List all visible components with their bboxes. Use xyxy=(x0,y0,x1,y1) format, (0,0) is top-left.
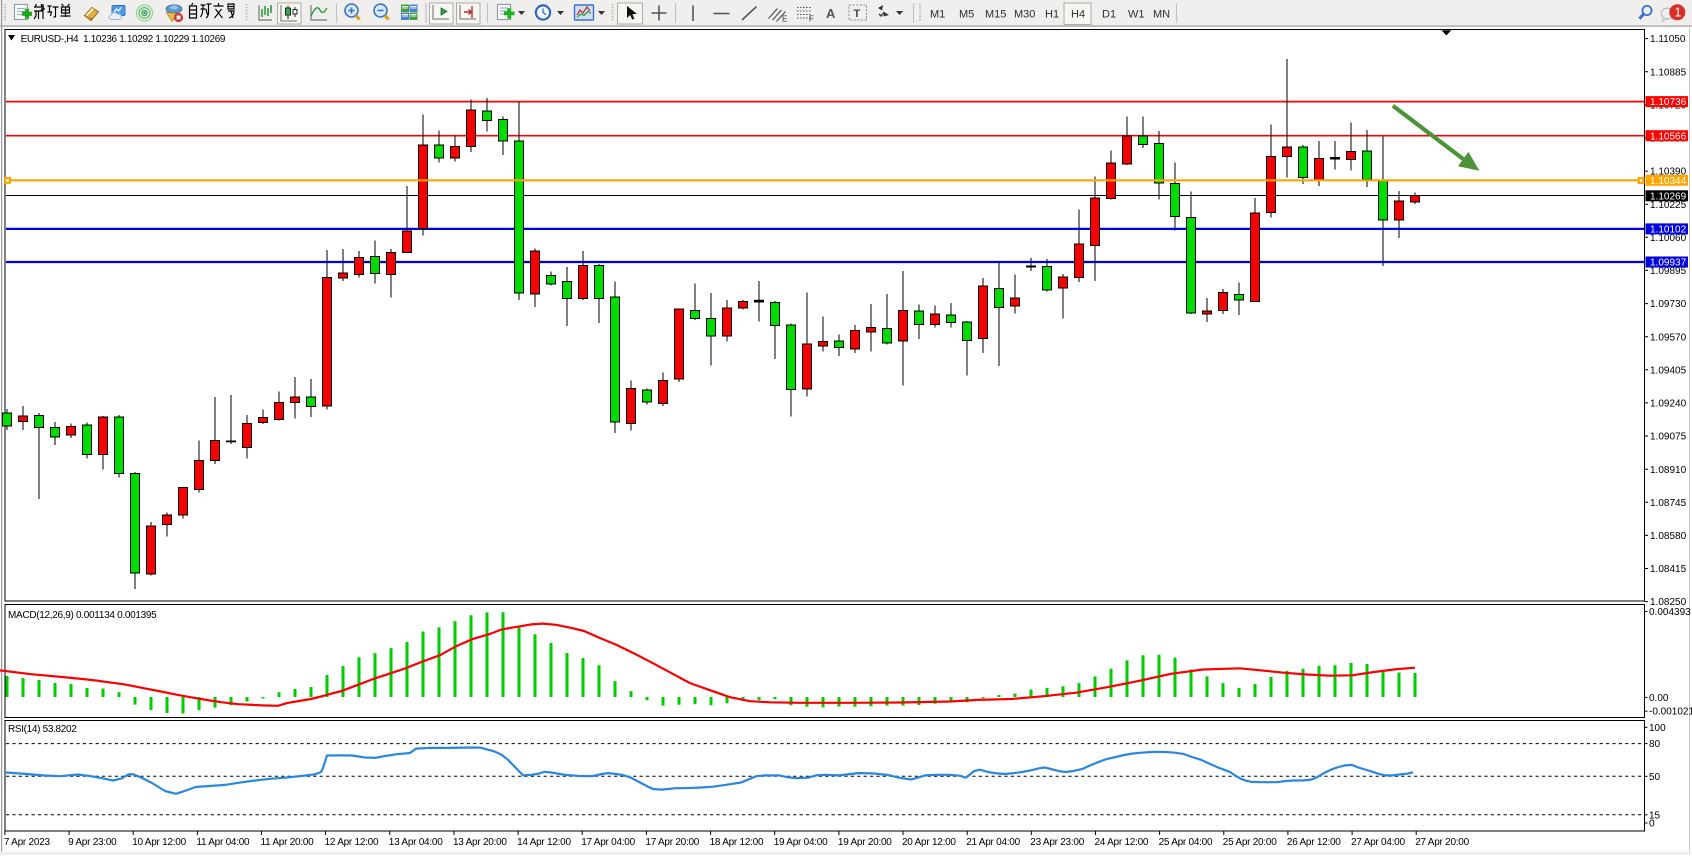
svg-text:1.10225: 1.10225 xyxy=(1650,200,1687,211)
svg-text:EURUSD-,H4 1.10236 1.10292 1.: EURUSD-,H4 1.10236 1.10292 1.10229 1.102… xyxy=(21,34,226,45)
svg-text:M5: M5 xyxy=(959,9,974,21)
svg-text:50: 50 xyxy=(1649,772,1661,783)
svg-text:25 Apr 20:00: 25 Apr 20:00 xyxy=(1223,837,1277,848)
svg-text:10 Apr 12:00: 10 Apr 12:00 xyxy=(132,837,186,848)
svg-text:A: A xyxy=(826,6,836,21)
svg-text:27 Apr 04:00: 27 Apr 04:00 xyxy=(1351,837,1405,848)
svg-text:20 Apr 12:00: 20 Apr 12:00 xyxy=(902,837,956,848)
svg-text:1.10736: 1.10736 xyxy=(1650,97,1687,108)
svg-text:1.10566: 1.10566 xyxy=(1650,131,1687,142)
svg-text:1.08250: 1.08250 xyxy=(1650,597,1687,608)
svg-text:25 Apr 04:00: 25 Apr 04:00 xyxy=(1159,837,1213,848)
svg-text:0.004393: 0.004393 xyxy=(1649,607,1691,618)
svg-text:H4: H4 xyxy=(1071,9,1085,21)
svg-text:80: 80 xyxy=(1649,739,1661,750)
svg-text:1.09730: 1.09730 xyxy=(1650,299,1687,310)
svg-text:1.10390: 1.10390 xyxy=(1650,167,1687,178)
svg-text:0.00: 0.00 xyxy=(1649,693,1669,704)
svg-text:E: E xyxy=(782,15,787,24)
svg-text:17 Apr 04:00: 17 Apr 04:00 xyxy=(581,837,635,848)
svg-text:1.10102: 1.10102 xyxy=(1650,225,1687,236)
svg-text:H1: H1 xyxy=(1045,9,1059,21)
svg-text:19 Apr 04:00: 19 Apr 04:00 xyxy=(774,837,828,848)
svg-text:W1: W1 xyxy=(1128,9,1145,21)
svg-text:1.10269: 1.10269 xyxy=(1650,191,1687,202)
svg-text:MACD(12,26,9) 0.001134 0.00139: MACD(12,26,9) 0.001134 0.001395 xyxy=(8,610,157,621)
svg-text:T: T xyxy=(854,8,861,20)
svg-text:18 Apr 12:00: 18 Apr 12:00 xyxy=(710,837,764,848)
svg-text:1.10060: 1.10060 xyxy=(1650,233,1687,244)
svg-text:15: 15 xyxy=(1649,810,1661,821)
svg-text:1.10885: 1.10885 xyxy=(1650,67,1687,78)
svg-text:1.08910: 1.08910 xyxy=(1650,465,1687,476)
svg-text:11 Apr 04:00: 11 Apr 04:00 xyxy=(196,837,250,848)
svg-text:1.09405: 1.09405 xyxy=(1650,365,1687,376)
svg-text:11 Apr 20:00: 11 Apr 20:00 xyxy=(261,837,315,848)
svg-text:12 Apr 12:00: 12 Apr 12:00 xyxy=(325,837,379,848)
svg-text:24 Apr 12:00: 24 Apr 12:00 xyxy=(1095,837,1149,848)
svg-text:13 Apr 04:00: 13 Apr 04:00 xyxy=(389,837,443,848)
svg-text:-0.001021: -0.001021 xyxy=(1649,707,1692,718)
svg-text:14 Apr 12:00: 14 Apr 12:00 xyxy=(517,837,571,848)
svg-text:1.09075: 1.09075 xyxy=(1650,432,1687,443)
svg-text:1.09240: 1.09240 xyxy=(1650,399,1687,410)
svg-text:19 Apr 20:00: 19 Apr 20:00 xyxy=(838,837,892,848)
svg-text:RSI(14) 53.8202: RSI(14) 53.8202 xyxy=(8,724,77,735)
svg-text:MN: MN xyxy=(1153,9,1170,21)
svg-text:0: 0 xyxy=(1649,819,1655,830)
svg-text:1.09937: 1.09937 xyxy=(1650,258,1687,269)
svg-text:M30: M30 xyxy=(1014,9,1035,21)
svg-text:1.09570: 1.09570 xyxy=(1650,332,1687,343)
svg-text:21 Apr 04:00: 21 Apr 04:00 xyxy=(966,837,1020,848)
svg-text:M15: M15 xyxy=(985,9,1006,21)
svg-text:F: F xyxy=(809,15,814,24)
svg-text:26 Apr 12:00: 26 Apr 12:00 xyxy=(1287,837,1341,848)
svg-text:M1: M1 xyxy=(930,9,945,21)
svg-text:100: 100 xyxy=(1649,723,1666,734)
svg-text:13 Apr 20:00: 13 Apr 20:00 xyxy=(453,837,507,848)
svg-text:1.11050: 1.11050 xyxy=(1650,34,1686,45)
svg-text:D1: D1 xyxy=(1102,9,1116,21)
svg-text:1: 1 xyxy=(1675,6,1682,20)
svg-text:23 Apr 23:00: 23 Apr 23:00 xyxy=(1030,837,1084,848)
svg-text:1.08415: 1.08415 xyxy=(1650,564,1687,575)
svg-text:27 Apr 20:00: 27 Apr 20:00 xyxy=(1415,837,1469,848)
svg-text:9 Apr 23:00: 9 Apr 23:00 xyxy=(68,837,117,848)
svg-text:1.08580: 1.08580 xyxy=(1650,531,1687,542)
svg-text:1.09895: 1.09895 xyxy=(1650,266,1687,277)
svg-text:1.08745: 1.08745 xyxy=(1650,498,1687,509)
svg-text:7 Apr 2023: 7 Apr 2023 xyxy=(4,837,51,848)
svg-text:1.10344: 1.10344 xyxy=(1650,176,1687,187)
svg-text:17 Apr 20:00: 17 Apr 20:00 xyxy=(645,837,699,848)
